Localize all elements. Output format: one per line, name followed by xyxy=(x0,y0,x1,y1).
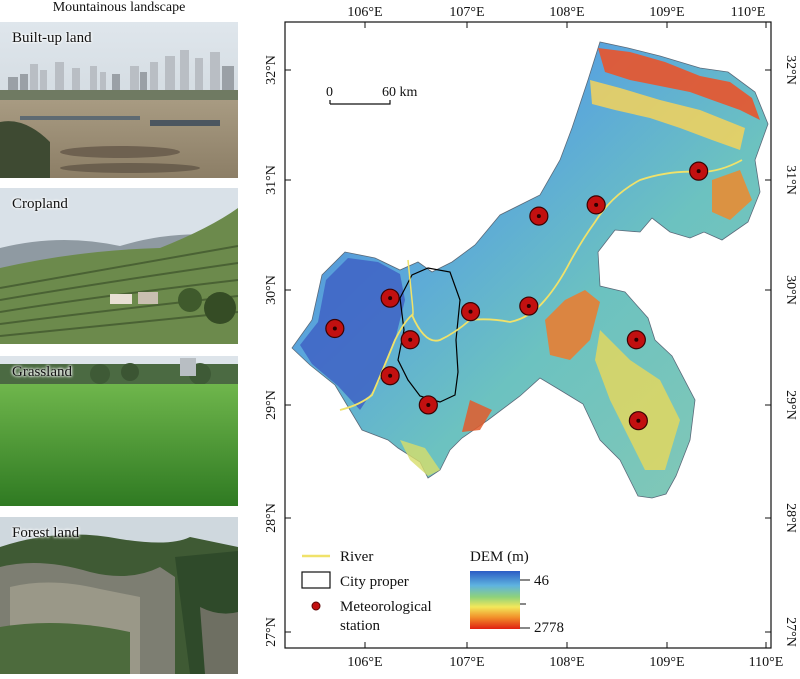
lon-label-top: 106°E xyxy=(347,5,382,20)
meteorological-stations xyxy=(325,161,709,431)
station-marker-dot xyxy=(526,304,531,309)
lon-label-top: 107°E xyxy=(449,5,484,20)
dem-low-west xyxy=(300,258,405,410)
cropland-photo: Cropland xyxy=(0,188,238,344)
lat-label-left: 30°N xyxy=(264,275,279,305)
lat-label-left: 32°N xyxy=(264,55,279,85)
scale-bar: 0 60 km xyxy=(326,85,418,105)
station-marker-dot xyxy=(594,202,599,207)
lat-label-right: 28°N xyxy=(783,503,798,533)
river xyxy=(407,259,414,317)
station-marker-dot xyxy=(634,337,639,342)
station-marker-dot xyxy=(408,337,413,342)
lon-label-bottom: 106°E xyxy=(347,655,382,670)
station-marker-dot xyxy=(426,402,431,407)
lon-label-bottom: 109°E xyxy=(649,655,684,670)
legend-station-label-2: station xyxy=(340,618,380,634)
left-lat-ticks: 32°N 31°N 30°N 29°N 28°N 27°N xyxy=(264,55,291,647)
lat-label-left: 31°N xyxy=(264,165,279,195)
station-marker-dot xyxy=(536,214,541,219)
legend-city-label: City proper xyxy=(340,574,409,590)
lat-label-left: 28°N xyxy=(264,503,279,533)
city-proper-boundary xyxy=(397,267,461,403)
built-up-land-photo: Built-up land xyxy=(0,22,238,178)
lat-label-left: 27°N xyxy=(264,617,279,647)
station-marker-dot xyxy=(696,169,701,174)
photo-label: Grassland xyxy=(12,364,72,380)
dem-mid-southwest xyxy=(400,440,440,476)
dem-mid-northeast xyxy=(590,80,745,150)
lat-label-left: 29°N xyxy=(264,390,279,420)
legend: River City proper Meteorological station… xyxy=(301,549,564,636)
photo-label: Forest land xyxy=(12,525,80,541)
dem-colorbar xyxy=(470,571,520,629)
photo-label: Built-up land xyxy=(12,30,92,46)
scale-bar-start: 0 xyxy=(326,85,333,100)
lon-label-top: 108°E xyxy=(549,5,584,20)
lon-label-top: 110°E xyxy=(731,5,766,20)
legend-station-label: Meteorological xyxy=(340,599,432,615)
dem-mid-south xyxy=(595,330,680,470)
lon-label-bottom: 108°E xyxy=(549,655,584,670)
dem-max-label: 46 xyxy=(534,573,550,589)
dem-high-southeast xyxy=(545,290,600,360)
lat-label-right: 32°N xyxy=(783,55,798,85)
station-legend-swatch xyxy=(311,601,321,611)
dem-high-northeast xyxy=(598,48,760,120)
station-marker-dot xyxy=(636,418,641,423)
city-legend-swatch xyxy=(301,571,331,589)
panel-title: Mountainous landscape xyxy=(52,0,186,15)
station-marker-dot xyxy=(468,309,473,314)
legend-river-label: River xyxy=(340,549,373,565)
grassland-photo: Grassland xyxy=(0,356,238,506)
right-lat-ticks: 32°N 31°N 30°N 29°N 28°N 27°N xyxy=(765,55,798,647)
forest-land-photo: Forest land xyxy=(0,517,238,674)
dem-min-label: 2778 xyxy=(534,620,564,636)
lon-label-bottom: 107°E xyxy=(449,655,484,670)
lat-label-right: 30°N xyxy=(783,275,798,305)
scale-bar-end: 60 km xyxy=(382,85,418,100)
dem-high-south xyxy=(462,400,492,432)
lat-label-right: 29°N xyxy=(783,390,798,420)
lon-label-bottom: 110°E xyxy=(749,655,784,670)
top-lon-ticks: 106°E 107°E 108°E 109°E 110°E xyxy=(347,5,767,28)
dem-legend-title: DEM (m) xyxy=(470,549,529,565)
station-marker-dot xyxy=(332,326,337,331)
river xyxy=(339,159,743,411)
bottom-lon-ticks: 106°E 107°E 108°E 109°E 110°E xyxy=(347,642,783,670)
lat-label-right: 27°N xyxy=(783,617,798,647)
dem-high-east xyxy=(712,170,752,220)
chongqing-dem-map: 0 60 km 106°E 107°E 108°E 109°E 110°E 10… xyxy=(240,0,800,674)
lon-label-top: 109°E xyxy=(649,5,684,20)
station-marker-dot xyxy=(388,296,393,301)
photo-label: Cropland xyxy=(12,196,68,212)
map-svg: 0 60 km 106°E 107°E 108°E 109°E 110°E 10… xyxy=(264,5,798,670)
station-marker-dot xyxy=(388,373,393,378)
lat-label-right: 31°N xyxy=(783,165,798,195)
